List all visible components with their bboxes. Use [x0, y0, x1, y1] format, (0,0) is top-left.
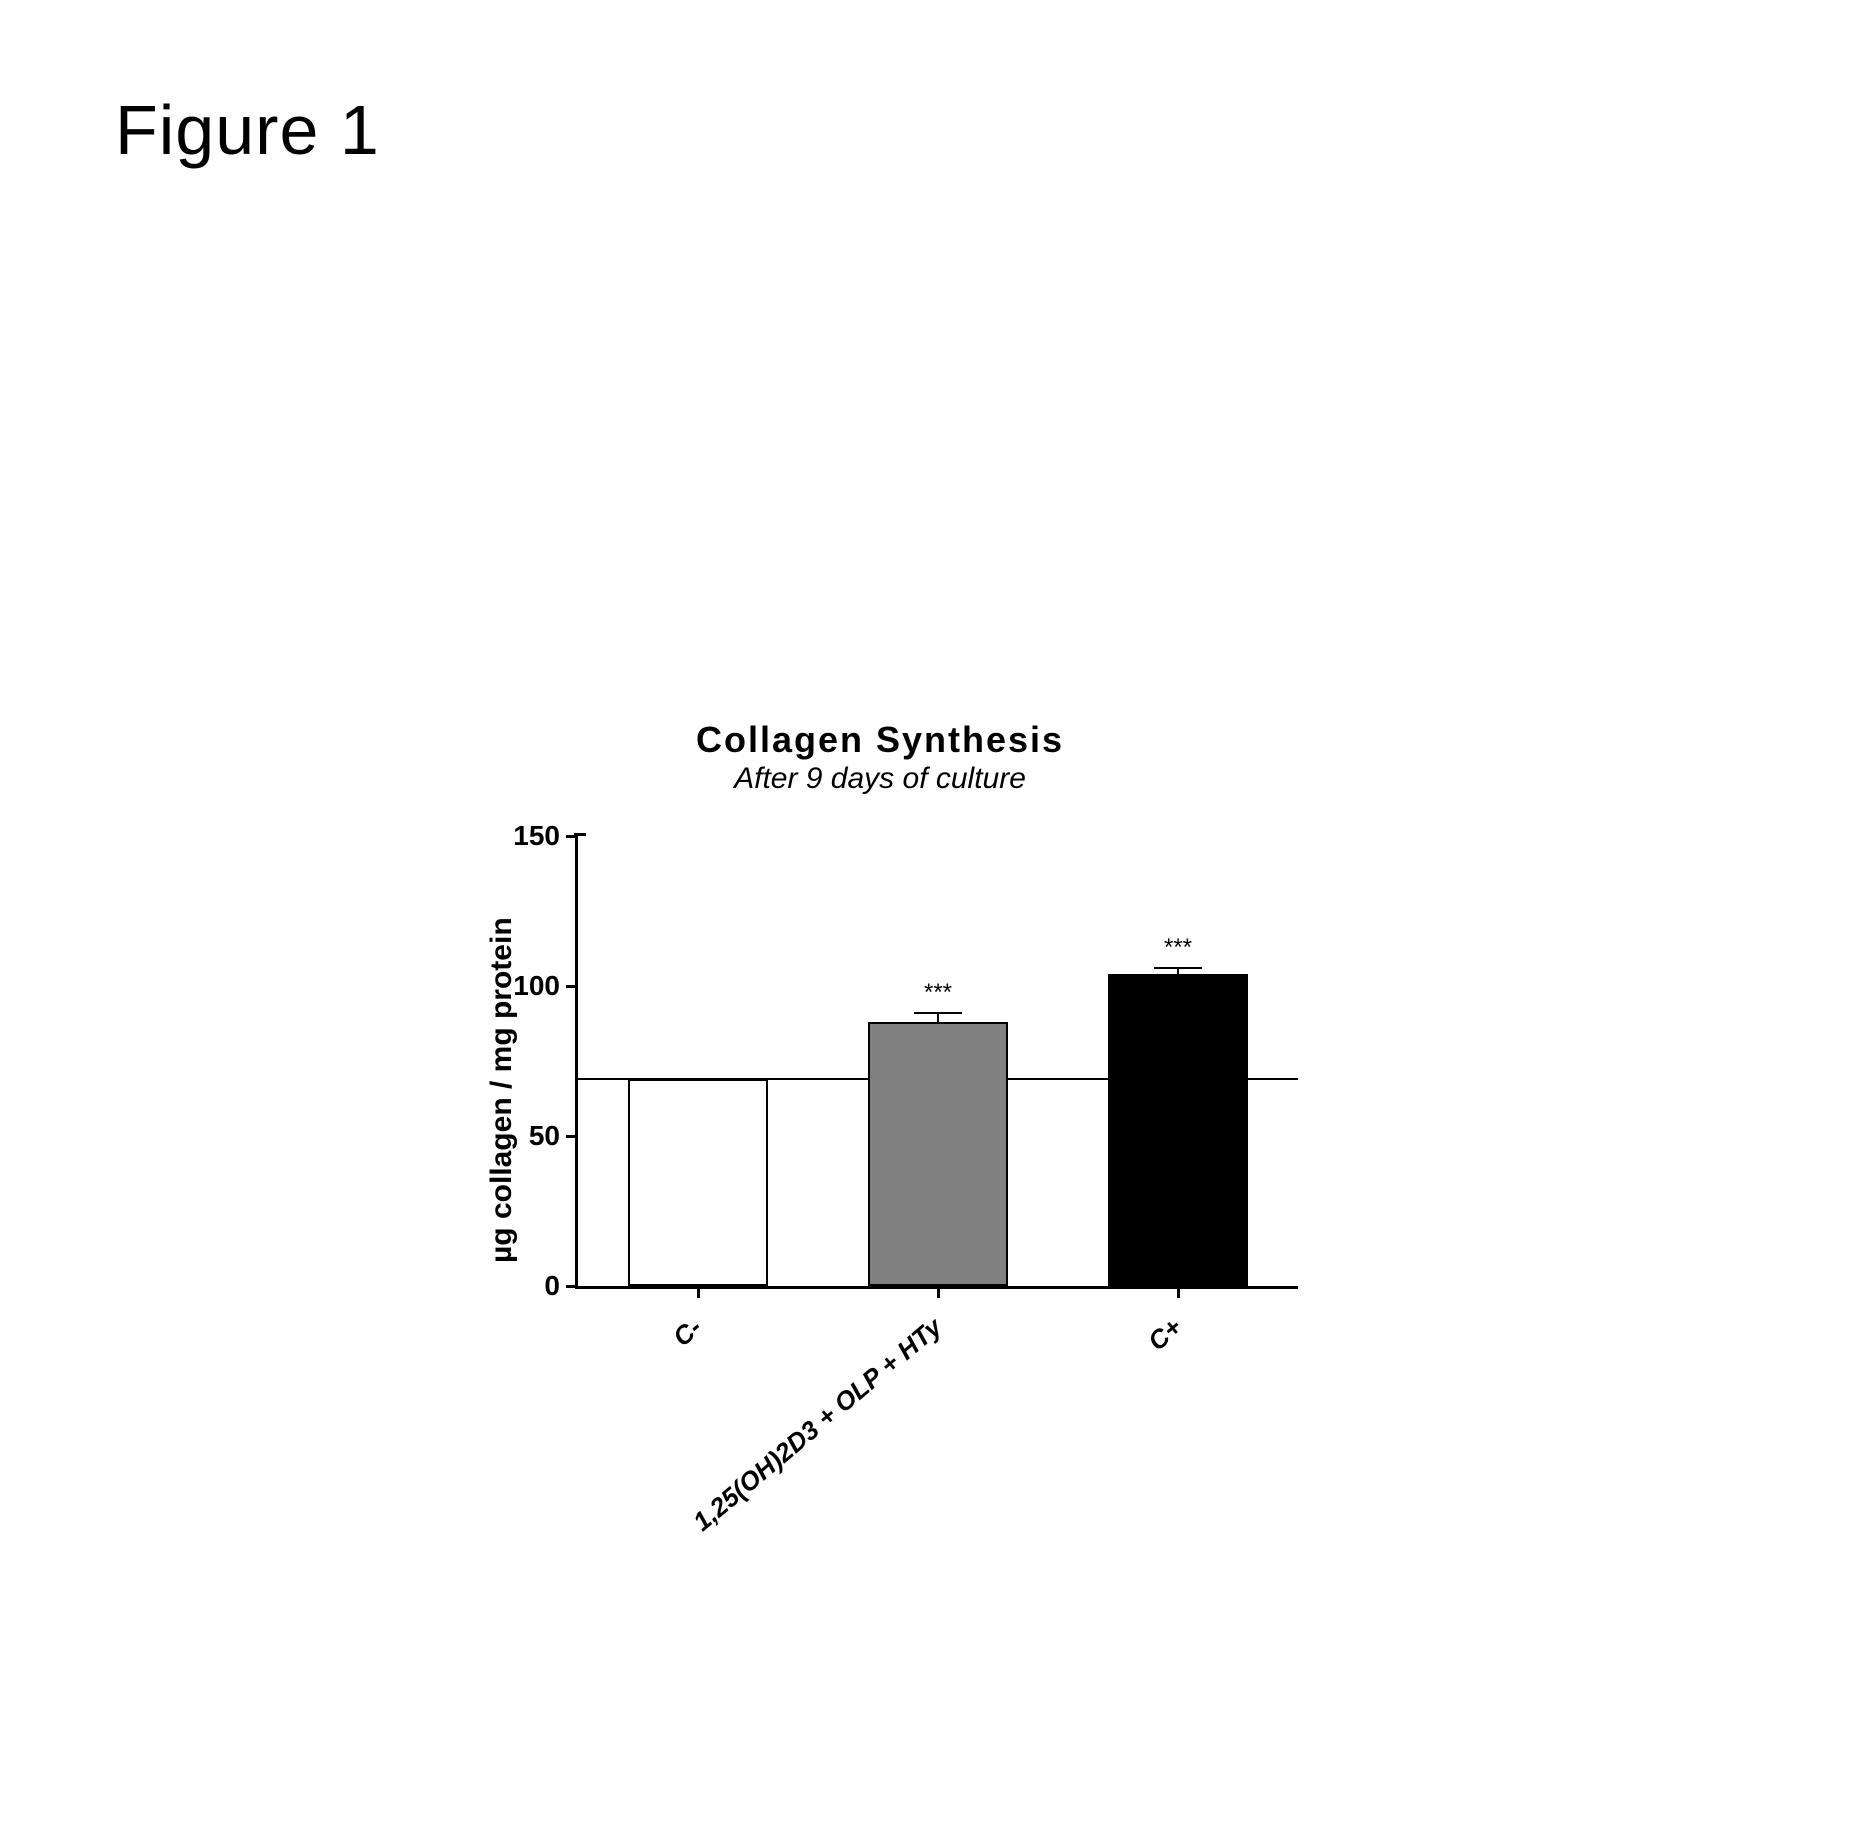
y-tick-label: 0 — [544, 1270, 560, 1302]
y-tick-label: 50 — [529, 1120, 560, 1152]
bar — [628, 1079, 767, 1286]
chart-title: Collagen Synthesis — [430, 720, 1330, 760]
x-tick — [937, 1286, 940, 1298]
x-tick-label: C- — [667, 1311, 708, 1352]
plot-zone: µg collagen / mg protein 050100150C-1,25… — [465, 836, 1295, 1606]
y-tick-label: 100 — [513, 970, 560, 1002]
chart-subtitle: After 9 days of culture — [430, 762, 1330, 796]
page: Figure 1 Collagen Synthesis After 9 days… — [0, 0, 1849, 1833]
bar — [868, 1022, 1007, 1286]
y-tick — [566, 985, 578, 988]
y-tick — [566, 1285, 578, 1288]
y-tick — [566, 835, 578, 838]
error-bar-cap — [914, 1012, 963, 1014]
y-tick-label: 150 — [513, 820, 560, 852]
bar — [1108, 974, 1247, 1286]
figure-label: Figure 1 — [115, 90, 380, 170]
x-tick — [697, 1286, 700, 1298]
significance-label: *** — [1148, 934, 1208, 962]
significance-label: *** — [908, 979, 968, 1007]
error-bar — [937, 1013, 939, 1022]
y-tick — [566, 1135, 578, 1138]
plot-area: 050100150C-1,25(OH)2D3 + OLP + HTy***C+*… — [575, 836, 1298, 1289]
chart-container: Collagen Synthesis After 9 days of cultu… — [430, 720, 1330, 1606]
x-tick — [1177, 1286, 1180, 1298]
x-tick-label: C+ — [1142, 1311, 1188, 1357]
x-tick-label: 1,25(OH)2D3 + OLP + HTy — [687, 1311, 948, 1537]
error-bar-cap — [1154, 967, 1203, 969]
